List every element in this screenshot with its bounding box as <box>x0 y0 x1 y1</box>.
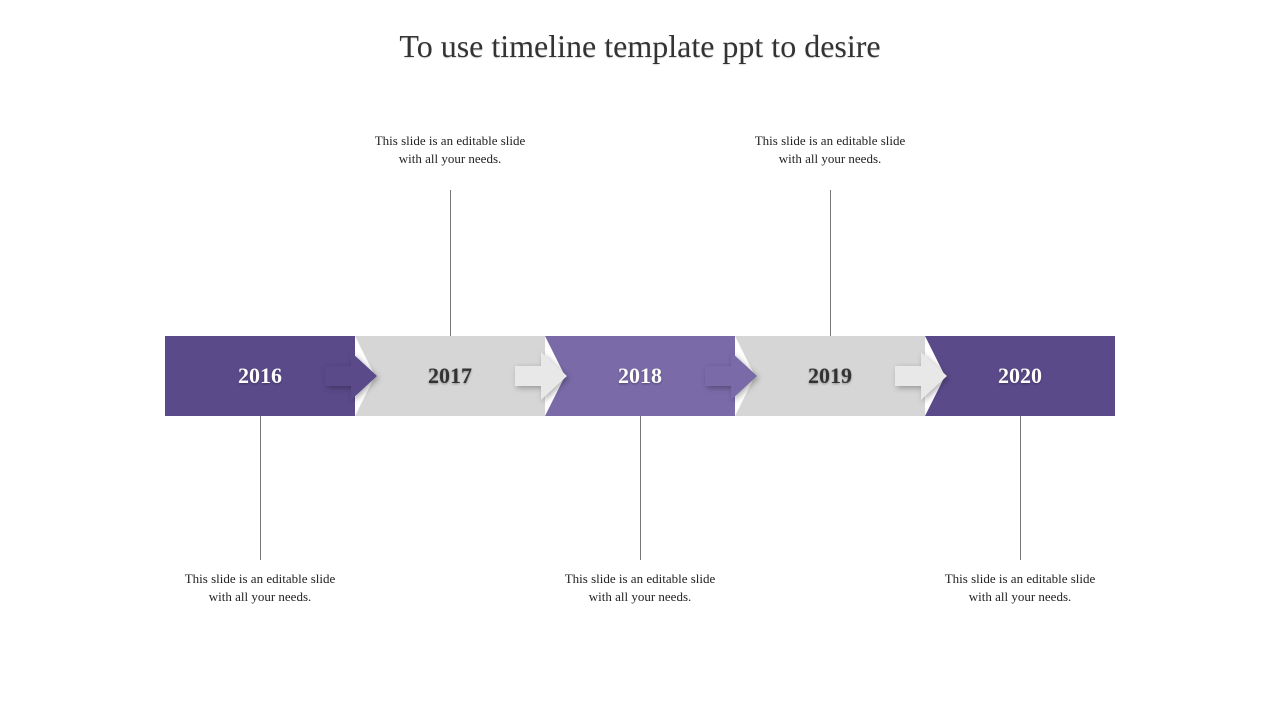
caption-2016: This slide is an editable slide with all… <box>180 570 340 606</box>
timeline-block-2018: 2018 <box>545 336 735 416</box>
year-label: 2017 <box>428 363 472 389</box>
connector-line <box>1020 416 1021 560</box>
connector-line <box>450 190 451 336</box>
year-label: 2020 <box>998 363 1042 389</box>
year-label: 2018 <box>618 363 662 389</box>
timeline-container: 2016 2017 2018 2019 2020 <box>165 336 1115 416</box>
arrow-icon <box>891 346 951 406</box>
caption-2020: This slide is an editable slide with all… <box>940 570 1100 606</box>
year-label: 2019 <box>808 363 852 389</box>
connector-line <box>640 416 641 560</box>
caption-2018: This slide is an editable slide with all… <box>560 570 720 606</box>
arrow-icon <box>511 346 571 406</box>
arrow-icon <box>701 346 761 406</box>
connector-line <box>830 190 831 336</box>
caption-2019: This slide is an editable slide with all… <box>750 132 910 168</box>
year-label: 2016 <box>238 363 282 389</box>
timeline-block-2020: 2020 <box>925 336 1115 416</box>
timeline-block-2017: 2017 <box>355 336 545 416</box>
timeline-block-2019: 2019 <box>735 336 925 416</box>
caption-2017: This slide is an editable slide with all… <box>370 132 530 168</box>
arrow-icon <box>321 346 381 406</box>
timeline-block-2016: 2016 <box>165 336 355 416</box>
page-title: To use timeline template ppt to desire <box>0 28 1280 65</box>
connector-line <box>260 416 261 560</box>
